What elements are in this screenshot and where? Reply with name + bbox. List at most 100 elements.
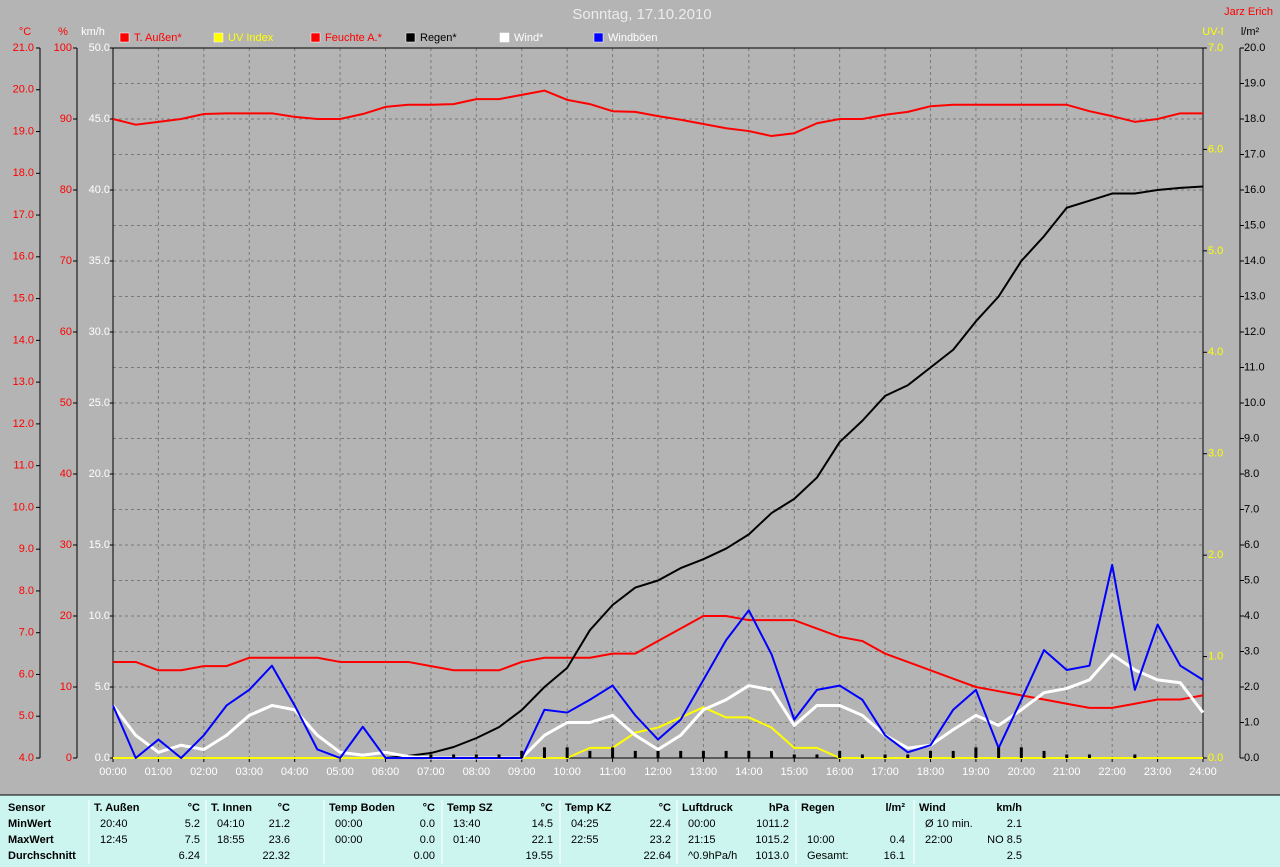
x-tick-label: 22:00 [1098, 766, 1126, 778]
cell-value: 1015.2 [755, 834, 789, 846]
legend-label: Windböen [608, 32, 658, 44]
group-name: T. Außen [94, 802, 140, 814]
cell-value: 22.32 [262, 850, 290, 862]
cell-time: 18:55 [217, 834, 245, 846]
row-label: MaxWert [8, 834, 54, 846]
y-tick-label: 20.0 [13, 84, 34, 96]
legend-swatch [310, 32, 321, 43]
y-tick-label: 10.0 [1244, 397, 1265, 409]
y-tick-label: 14.0 [1244, 255, 1265, 267]
cell-value: 0.4 [890, 834, 905, 846]
legend-label: Wind* [514, 32, 544, 44]
y-tick-label: 7.0 [1208, 42, 1223, 54]
rain-bar [974, 747, 978, 758]
x-tick-label: 24:00 [1189, 766, 1217, 778]
table-background [0, 795, 1280, 867]
x-tick-label: 02:00 [190, 766, 218, 778]
cell-value: 0.0 [420, 834, 435, 846]
y-tick-label: 30 [60, 539, 72, 551]
rain-bar [906, 754, 910, 758]
x-tick-label: 19:00 [962, 766, 990, 778]
y-tick-label: 80 [60, 184, 72, 196]
y-tick-label: 70 [60, 255, 72, 267]
x-tick-label: 12:00 [644, 766, 672, 778]
group-name: Wind [919, 802, 946, 814]
y-tick-label: 45.0 [89, 113, 110, 125]
y-tick-label: 13.0 [1244, 290, 1265, 302]
y-tick-label: 50.0 [89, 42, 110, 54]
cell-time: 22:55 [571, 834, 599, 846]
rain-bar [429, 754, 433, 758]
rain-bar [611, 747, 615, 758]
y-tick-label: 25.0 [89, 397, 110, 409]
rain-bar [860, 754, 864, 758]
rain-bar [838, 750, 842, 758]
cell-time: 01:40 [453, 834, 481, 846]
group-unit: km/h [996, 802, 1022, 814]
rain-bar [1019, 747, 1023, 758]
y-tick-label: 90 [60, 113, 72, 125]
x-tick-label: 11:00 [599, 766, 626, 778]
group-unit: °C [423, 802, 435, 814]
x-tick-label: 10:00 [553, 766, 581, 778]
y-tick-label: 11.0 [1244, 361, 1265, 373]
cell-value: 2.1 [1007, 818, 1022, 830]
x-tick-label: 04:00 [281, 766, 309, 778]
rain-bar [679, 750, 683, 758]
y-tick-label: 18.0 [13, 167, 34, 179]
group-name: Luftdruck [682, 802, 734, 814]
group-unit: °C [659, 802, 671, 814]
rain-bar [656, 750, 660, 758]
y-axis-unit: % [58, 26, 68, 38]
y-tick-label: 15.0 [89, 539, 110, 551]
y-tick-label: 0.0 [1244, 752, 1259, 764]
y-tick-label: 17.0 [1244, 148, 1265, 160]
y-tick-label: 20.0 [1244, 42, 1265, 54]
y-tick-label: 35.0 [89, 255, 110, 267]
y-tick-label: 15.0 [1244, 219, 1265, 231]
legend-swatch [119, 32, 130, 43]
y-tick-label: 40.0 [89, 184, 110, 196]
legend-swatch [405, 32, 416, 43]
x-tick-label: 21:00 [1053, 766, 1081, 778]
cell-value: 0.0 [420, 818, 435, 830]
rain-bar [792, 754, 796, 758]
y-tick-label: 0 [66, 752, 72, 764]
y-tick-label: 20 [60, 610, 72, 622]
cell-time: 20:40 [100, 818, 128, 830]
cell-value: 14.5 [532, 818, 553, 830]
x-tick-label: 14:00 [735, 766, 763, 778]
group-unit: l/m² [885, 802, 905, 814]
cell-value: 23.6 [269, 834, 290, 846]
y-tick-label: 8.0 [19, 585, 34, 597]
y-tick-label: 60 [60, 326, 72, 338]
x-tick-label: 07:00 [417, 766, 445, 778]
cell-time: 13:40 [453, 818, 481, 830]
y-tick-label: 3.0 [1244, 645, 1259, 657]
cell-value: 22.1 [532, 834, 553, 846]
series-line [113, 615, 1204, 709]
cell-time: 00:00 [335, 818, 363, 830]
rain-bar [520, 750, 524, 758]
x-tick-label: 06:00 [372, 766, 400, 778]
y-tick-label: 0.0 [1208, 752, 1223, 764]
y-tick-label: 5.0 [1244, 574, 1259, 586]
y-tick-label: 30.0 [89, 326, 110, 338]
rain-bar [951, 750, 955, 758]
y-tick-label: 40 [60, 468, 72, 480]
rain-bar [997, 747, 1001, 758]
x-tick-label: 01:00 [145, 766, 173, 778]
y-tick-label: 6.0 [1208, 143, 1223, 155]
cell-value: 1013.0 [755, 850, 789, 862]
cell-value: 21.2 [269, 818, 290, 830]
y-tick-label: 2.0 [1208, 549, 1223, 561]
group-name: Temp SZ [447, 802, 493, 814]
y-tick-label: 1.0 [1208, 650, 1223, 662]
rain-bar [770, 750, 774, 758]
row-label: MinWert [8, 818, 52, 830]
x-tick-label: 05:00 [326, 766, 354, 778]
y-tick-label: 19.0 [13, 125, 34, 137]
y-tick-label: 1.0 [1244, 716, 1259, 728]
rain-bar [1042, 750, 1046, 758]
